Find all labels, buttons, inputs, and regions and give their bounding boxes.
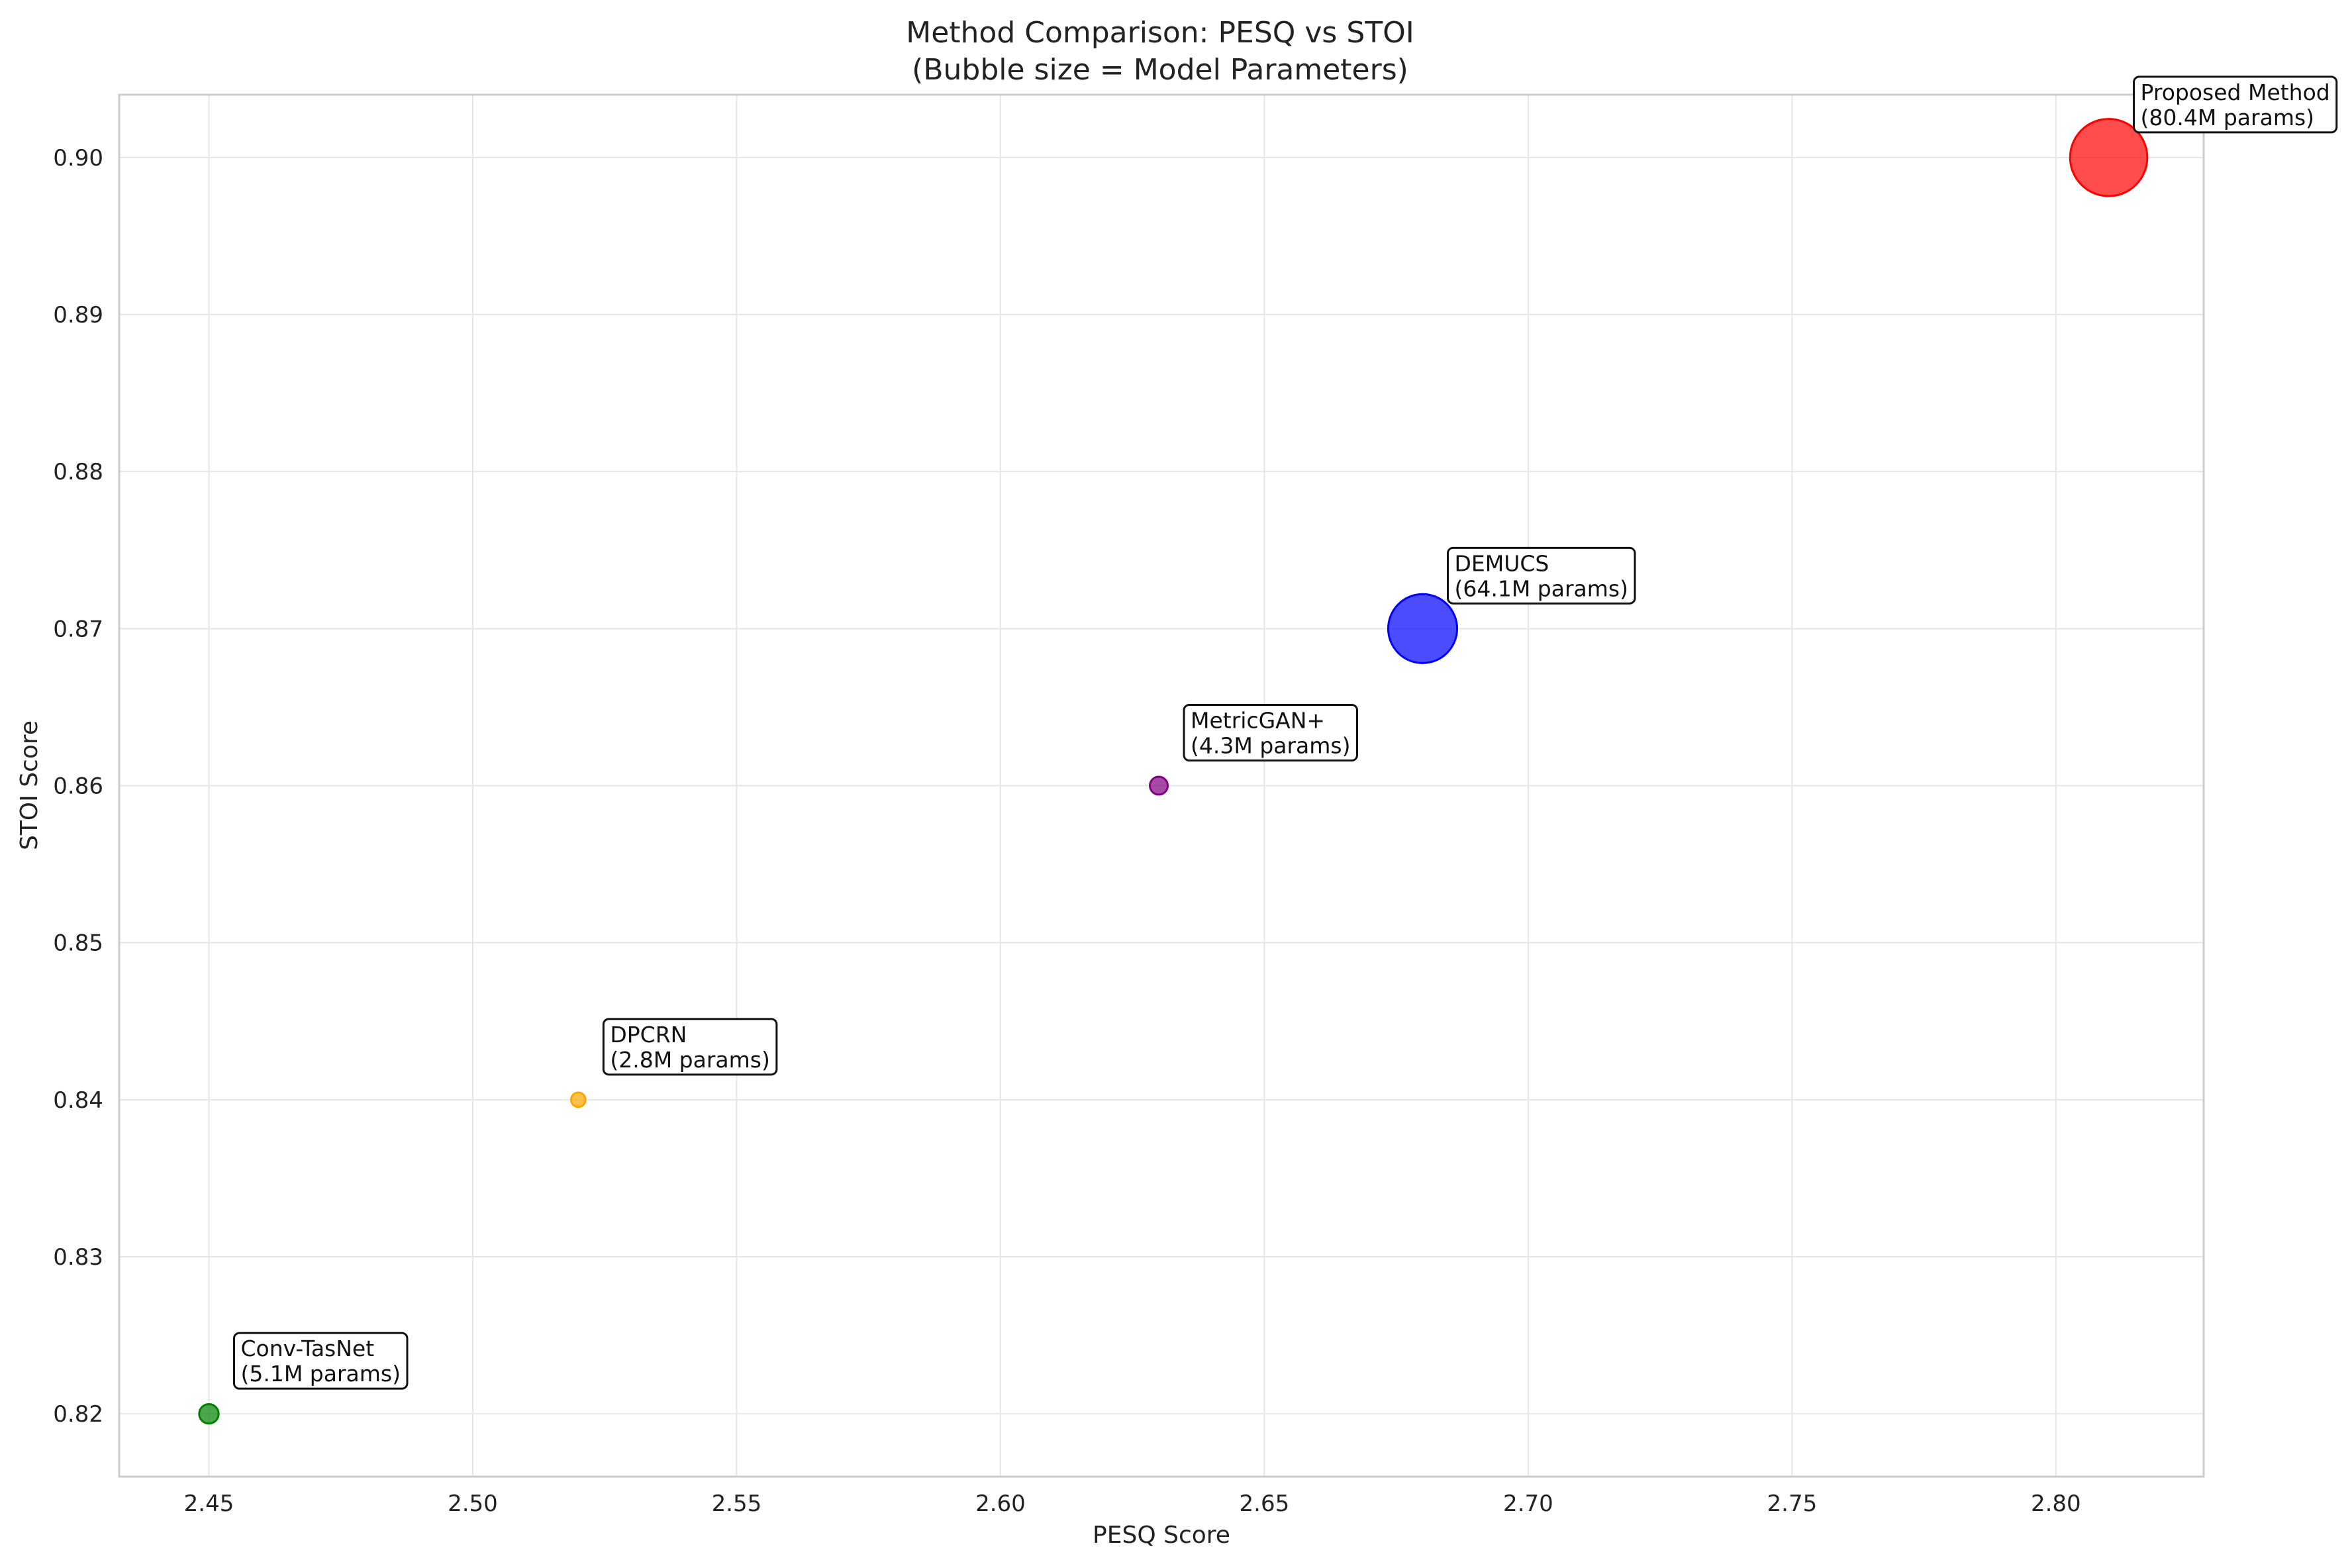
data-point <box>569 1091 587 1108</box>
point-annotation: Proposed Method(80.4M params) <box>2133 75 2338 134</box>
data-point <box>198 1402 220 1425</box>
data-point <box>1149 775 1169 796</box>
y-axis-title: STOI Score <box>16 720 43 850</box>
annotation-name: MetricGAN+ <box>1191 708 1325 734</box>
point-annotation: MetricGAN+(4.3M params) <box>1183 704 1359 761</box>
annotation-name: Proposed Method <box>2141 79 2330 105</box>
annotation-box <box>1183 704 1359 761</box>
x-tick-label: 2.45 <box>184 1491 234 1517</box>
point-annotation: DPCRN(2.8M params) <box>602 1018 778 1076</box>
point-annotation: DEMUCS(64.1M params) <box>1446 546 1636 605</box>
chart-title: Method Comparison: PESQ vs STOI <box>906 16 1414 50</box>
x-tick-label: 2.60 <box>975 1491 1026 1517</box>
x-tick-label: 2.70 <box>1503 1491 1553 1517</box>
annotation-box <box>232 1332 409 1390</box>
x-axis-ticks: 2.45 2.50 2.55 2.60 2.65 2.70 2.75 2.80 <box>184 1491 2081 1517</box>
annotation-params: (5.1M params) <box>240 1361 400 1387</box>
data-point <box>2069 118 2149 197</box>
annotation-name: DPCRN <box>610 1022 687 1048</box>
x-tick-label: 2.50 <box>448 1491 498 1517</box>
x-tick-label: 2.75 <box>1767 1491 1818 1517</box>
y-tick-label: 0.83 <box>53 1244 103 1271</box>
annotations: Conv-TasNet(5.1M params) DPCRN(2.8M param… <box>232 75 2338 1390</box>
plot-frame <box>118 93 2205 1478</box>
annotation-name: Conv-TasNet <box>240 1336 374 1361</box>
y-tick-label: 0.82 <box>53 1401 103 1428</box>
y-tick-label: 0.85 <box>53 930 103 957</box>
annotation-name: DEMUCS <box>1454 550 1549 576</box>
chart-subtitle: (Bubble size = Model Parameters) <box>912 53 1408 87</box>
annotation-box <box>602 1018 778 1076</box>
x-tick-label: 2.80 <box>2031 1491 2081 1517</box>
x-tick-label: 2.65 <box>1240 1491 1290 1517</box>
y-axis-ticks: 0.82 0.83 0.84 0.85 0.86 0.87 0.88 0.89 0.90 <box>53 145 103 1428</box>
point-annotation: Conv-TasNet(5.1M params) <box>232 1332 409 1390</box>
y-tick-label: 0.88 <box>53 459 103 485</box>
y-tick-label: 0.90 <box>53 145 103 172</box>
grid <box>119 95 2204 1477</box>
annotation-box <box>1446 546 1636 605</box>
x-axis-title: PESQ Score <box>1093 1522 1230 1549</box>
annotation-params: (80.4M params) <box>2141 105 2315 130</box>
y-tick-label: 0.87 <box>53 616 103 642</box>
y-tick-label: 0.86 <box>53 773 103 800</box>
data-point <box>1387 593 1459 664</box>
annotation-params: (64.1M params) <box>1454 575 1628 601</box>
data-points <box>198 118 2149 1425</box>
annotation-params: (4.3M params) <box>1191 733 1351 759</box>
annotation-params: (2.8M params) <box>610 1047 770 1073</box>
y-tick-label: 0.89 <box>53 302 103 328</box>
y-tick-label: 0.84 <box>53 1087 103 1114</box>
annotation-box <box>2133 75 2338 134</box>
x-tick-label: 2.55 <box>712 1491 762 1517</box>
